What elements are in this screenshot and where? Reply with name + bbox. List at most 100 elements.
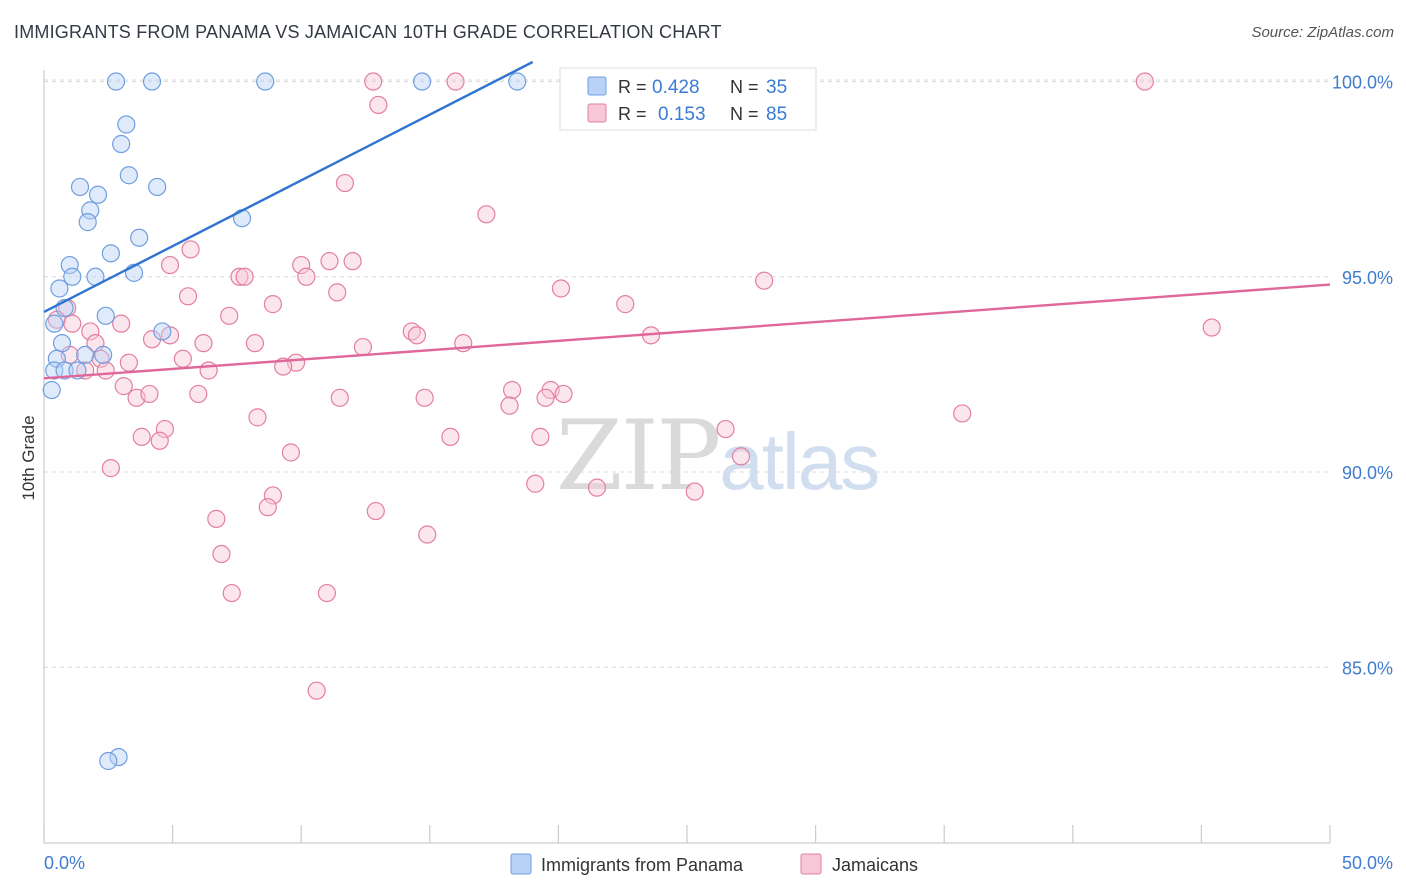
stats-legend-swatch-jamaicans [587, 103, 607, 123]
panama-point [99, 751, 118, 771]
stats-legend-n-jamaicans: 85 [766, 104, 787, 125]
stats-legend-n-panama: 35 [766, 77, 787, 98]
axes [43, 70, 1331, 844]
jamaican-point [755, 271, 774, 290]
jamaican-point [63, 314, 82, 333]
jamaican-point [415, 388, 434, 407]
data-points [42, 72, 1221, 771]
legend-label-jamaicans: Jamaicans [832, 855, 918, 875]
jamaican-point [587, 478, 607, 497]
jamaican-point [317, 583, 337, 603]
jamaican-point [199, 361, 218, 380]
jamaican-point [731, 447, 751, 466]
jamaican-point [953, 404, 972, 423]
tick-labels: 85.0% 90.0% 95.0% 100.0% 0.0% 50.0% [44, 73, 1393, 873]
jamaican-point [132, 427, 151, 446]
jamaican-point [503, 380, 522, 400]
jamaican-point [335, 173, 355, 193]
panama-point [117, 115, 136, 134]
watermark-zip: ZIP [556, 400, 721, 512]
jamaican-point [207, 509, 226, 528]
jamaican-point [477, 205, 496, 224]
panama-point [148, 177, 167, 197]
jamaican-point [150, 431, 169, 450]
jamaican-point [220, 306, 239, 325]
jamaican-point [263, 295, 283, 314]
jamaican-point [418, 525, 437, 544]
jamaican-point [178, 287, 198, 306]
jamaican-point [1202, 318, 1221, 337]
panama-point [50, 279, 69, 298]
jamaican-point [441, 427, 460, 446]
panama-point [112, 134, 131, 154]
jamaican-point [366, 501, 385, 521]
chart-source: Source: ZipAtlas.com [1251, 24, 1394, 41]
jamaican-point [551, 279, 571, 298]
panama-point [508, 72, 527, 91]
jamaican-point [554, 384, 573, 404]
jamaican-point [119, 353, 138, 372]
stats-legend-n-label-panama: N = [730, 77, 759, 97]
gridlines [44, 79, 1330, 668]
jamaican-point [685, 482, 704, 501]
jamaican-point [222, 583, 241, 603]
jamaican-point [263, 486, 283, 505]
trend-lines [43, 60, 1331, 380]
panama-point [55, 361, 74, 380]
jamaican-point [526, 474, 545, 493]
panama-point [94, 345, 113, 364]
chart-title: IMMIGRANTS FROM PANAMA VS JAMAICAN 10TH … [14, 22, 722, 42]
jamaican-point [212, 544, 231, 564]
stats-legend-swatch-panama [587, 76, 607, 96]
jamaican-point [330, 388, 349, 407]
jamaican-point [292, 255, 311, 275]
jamaican-point [235, 267, 254, 286]
jamaican-point [500, 396, 519, 415]
jamaican-point [160, 255, 180, 275]
legend-swatch-jamaicans [800, 853, 822, 875]
jamaican-point [81, 322, 100, 341]
legend-swatch-panama [510, 853, 532, 875]
jamaican-point [112, 314, 131, 333]
panama-point [88, 185, 108, 204]
jamaican-point [307, 681, 326, 700]
x-tick-label: 50.0% [1342, 853, 1393, 873]
jamaican-point [101, 459, 120, 478]
jamaican-point [407, 326, 427, 345]
jamaican-point [281, 443, 301, 462]
panama-point [45, 314, 64, 333]
panama-point [412, 72, 432, 91]
jamaican-point [353, 337, 373, 357]
stats-legend: R = 0.428 N = 35 R = 0.153 N = 85 [559, 67, 817, 131]
panama-point [81, 201, 100, 220]
legend-label-panama: Immigrants from Panama [541, 855, 744, 875]
series-legend: Immigrants from Panama Jamaicans [510, 853, 918, 875]
jamaican-point [230, 267, 249, 286]
jamaican-point [114, 377, 133, 396]
jamaican-trend-line [43, 283, 1331, 380]
jamaican-point [369, 95, 388, 115]
panama-trend-line [43, 60, 534, 313]
panama-point [63, 267, 82, 286]
panama-point [45, 361, 64, 380]
panama-point [119, 166, 138, 185]
jamaican-point [140, 384, 159, 404]
panama-point [70, 177, 90, 197]
jamaican-point [328, 283, 347, 302]
y-tick-label: 95.0% [1342, 268, 1393, 288]
y-tick-label: 85.0% [1342, 658, 1393, 678]
watermark: ZIPatlas [556, 400, 880, 512]
jamaican-point [245, 334, 265, 353]
panama-point [96, 306, 115, 325]
stats-legend-r-panama: 0.428 [652, 77, 700, 98]
jamaican-point [446, 72, 465, 91]
panama-point [130, 228, 149, 247]
panama-point [76, 345, 95, 364]
jamaican-point [194, 334, 213, 353]
jamaican-point [343, 252, 362, 271]
jamaican-point [258, 498, 277, 517]
x-tick-label: 0.0% [44, 853, 85, 873]
jamaican-point [173, 349, 192, 368]
jamaican-point [716, 419, 735, 439]
jamaican-point [248, 408, 267, 427]
